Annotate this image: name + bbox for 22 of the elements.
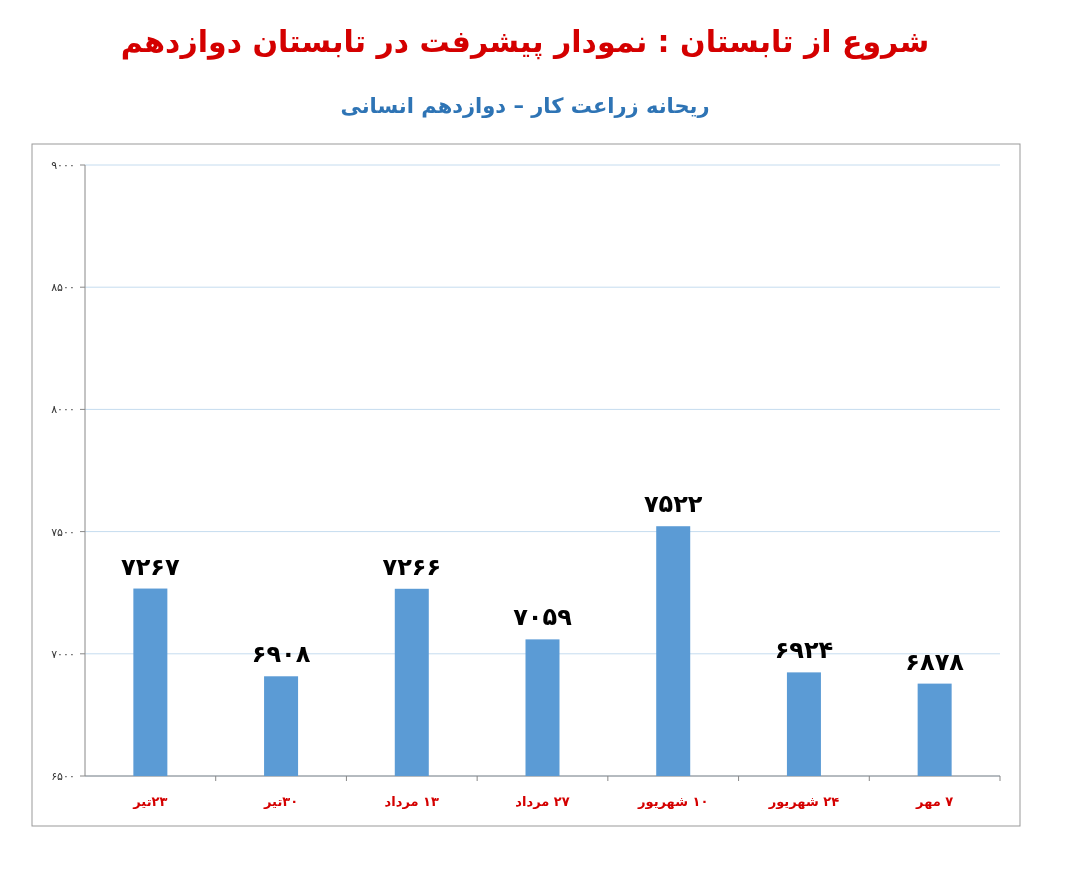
y-tick-label: ۶۵۰۰ — [51, 770, 75, 783]
y-tick-label: ۸۵۰۰ — [51, 281, 75, 295]
x-tick-label: ۱۳ مرداد — [384, 794, 440, 809]
data-label: ۶۸۷۸ — [905, 647, 965, 676]
data-label: ۷۰۵۹ — [513, 603, 573, 632]
chart-subtitle: ریحانه زراعت کار – دوازدهم انسانی — [340, 94, 710, 118]
data-label: ۶۹۲۴ — [774, 636, 834, 665]
y-tick-label: ۷۰۰۰ — [51, 647, 75, 661]
x-tick-label: ۲۳تیر — [132, 794, 168, 809]
data-label: ۷۲۶۷ — [121, 552, 181, 581]
y-tick-label: ۸۰۰۰ — [51, 403, 75, 417]
x-tick-label: ۷ مهر — [915, 794, 954, 809]
y-tick-label: ۹۰۰۰ — [51, 159, 75, 172]
data-label: ۶۹۰۸ — [251, 640, 311, 669]
x-tick-label: ۱۰ شهریور — [637, 794, 709, 809]
y-tick-label: ۷۵۰۰ — [51, 525, 75, 539]
chart-title: شروع از تابستان : نمودار پیشرفت در تابستان دوازدهم — [120, 24, 930, 60]
x-tick-label: ۳۰تیر — [262, 794, 299, 809]
x-tick-label: ۲۴ شهریور — [767, 794, 840, 809]
data-label: ۷۵۲۲ — [643, 490, 703, 519]
data-label: ۷۲۶۶ — [382, 552, 442, 581]
x-tick-label: ۲۷ مرداد — [515, 794, 570, 809]
